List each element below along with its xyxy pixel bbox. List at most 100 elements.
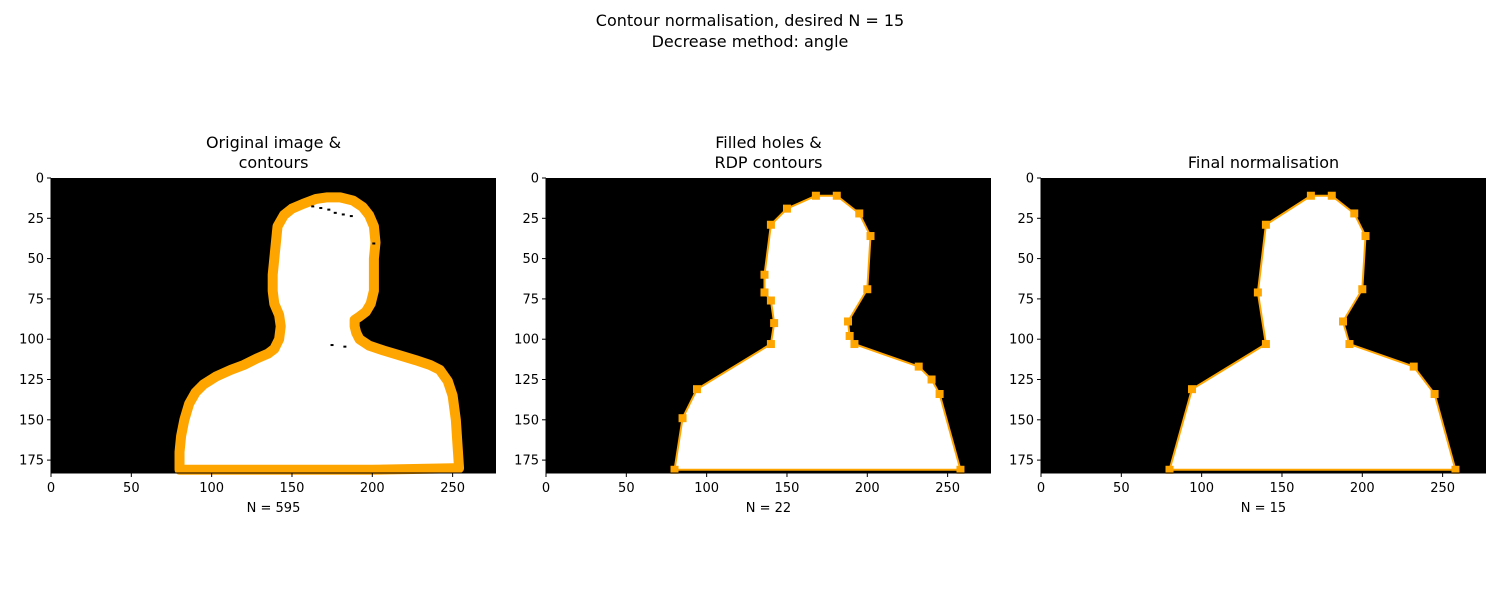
contour-point — [1339, 317, 1348, 326]
contour-point — [766, 296, 775, 305]
noise-speck — [343, 345, 347, 348]
x-tick-label: 150 — [1270, 481, 1295, 496]
y-tick-label: 150 — [1009, 413, 1034, 428]
contour-point — [866, 232, 875, 241]
contour-point — [927, 375, 936, 384]
x-axis-label: N = 15 — [1241, 501, 1286, 516]
y-tick-label: 0 — [36, 172, 44, 187]
noise-speck — [319, 207, 323, 210]
x-tick-label: 200 — [360, 481, 385, 496]
noise-speck — [333, 211, 337, 214]
contour-point — [760, 288, 769, 297]
contour-point — [935, 390, 944, 399]
x-tick-label: 50 — [618, 481, 635, 496]
x-tick-label: 50 — [1113, 481, 1130, 496]
x-tick-label: 250 — [1430, 481, 1455, 496]
contour-point — [1451, 465, 1460, 474]
contour-point — [760, 270, 769, 279]
figure-suptitle-line-1: Contour normalisation, desired N = 15 — [596, 11, 904, 30]
noise-speck — [327, 208, 331, 211]
contour-point — [1327, 191, 1336, 200]
contour-point — [811, 191, 820, 200]
contour-point — [766, 220, 775, 229]
contour-point — [1188, 385, 1197, 394]
y-tick-label: 125 — [19, 373, 44, 388]
contour-point — [956, 465, 965, 474]
panel-title-line: Final normalisation — [1188, 153, 1339, 172]
contour-point — [844, 317, 853, 326]
contour-point — [782, 204, 791, 213]
silhouette-shape — [674, 195, 961, 470]
silhouette-shape — [1169, 195, 1456, 470]
y-tick-label: 150 — [514, 413, 539, 428]
x-tick-label: 150 — [775, 481, 800, 496]
y-tick-label: 25 — [27, 212, 44, 227]
panel-title-line: Filled holes & — [715, 133, 822, 152]
contour-point — [670, 465, 679, 474]
y-tick-label: 75 — [27, 292, 44, 307]
noise-speck — [349, 215, 353, 218]
contour-point — [1358, 285, 1367, 294]
x-tick-label: 150 — [280, 481, 305, 496]
x-tick-label: 200 — [1350, 481, 1375, 496]
y-tick-label: 0 — [1026, 172, 1034, 187]
contour-point — [850, 340, 859, 349]
panel-original-contours: 0 50 100 150 200 250 0 25 50 75 100 125 150 175 Origin… — [19, 133, 496, 516]
y-tick-label: 100 — [19, 333, 44, 348]
x-tick-label: 100 — [1189, 481, 1214, 496]
contour-point — [1361, 232, 1370, 241]
x-tick-label: 250 — [935, 481, 960, 496]
contour-point — [1350, 209, 1359, 218]
noise-speck — [311, 205, 315, 208]
contour-point — [914, 362, 923, 371]
y-tick-label: 100 — [514, 333, 539, 348]
contour-point — [1261, 220, 1270, 229]
contour-point — [1261, 340, 1270, 349]
y-tick-label: 100 — [1009, 333, 1034, 348]
x-tick-label: 50 — [123, 481, 140, 496]
figure-suptitle-line-2: Decrease method: angle — [652, 32, 849, 51]
y-tick-label: 150 — [19, 413, 44, 428]
y-tick-label: 125 — [514, 373, 539, 388]
y-tick-label: 75 — [1017, 292, 1034, 307]
contour-point — [766, 340, 775, 349]
contour-point — [1430, 390, 1439, 399]
contour-line — [174, 192, 465, 475]
y-tick-label: 50 — [1017, 252, 1034, 267]
x-axis-label: N = 22 — [746, 501, 791, 516]
x-tick-label: 200 — [855, 481, 880, 496]
contour-point — [1345, 340, 1354, 349]
panel-final-normalisation: 0 50 100 150 200 250 0 25 50 75 100 125 150 175 Final … — [1009, 153, 1486, 516]
contour-point — [1306, 191, 1315, 200]
panel-title-line: RDP contours — [714, 153, 822, 172]
y-tick-label: 75 — [522, 292, 539, 307]
contour-point — [1165, 465, 1174, 474]
noise-speck — [330, 344, 334, 347]
contour-point — [678, 414, 687, 423]
contour-point — [1253, 288, 1262, 297]
y-tick-label: 175 — [1009, 454, 1034, 469]
x-tick-label: 0 — [542, 481, 550, 496]
x-tick-label: 100 — [694, 481, 719, 496]
noise-speck — [372, 242, 376, 245]
contour-point — [855, 209, 864, 218]
x-tick-label: 0 — [47, 481, 55, 496]
x-tick-label: 250 — [440, 481, 465, 496]
contour-point — [845, 331, 854, 340]
y-tick-label: 0 — [531, 172, 539, 187]
panel-rdp-contours: 0 50 100 150 200 250 0 25 50 75 100 125 150 175 Filled… — [514, 133, 991, 516]
x-axis-label: N = 595 — [247, 501, 301, 516]
contour-line — [1168, 194, 1457, 471]
panel-title-line: Original image & — [206, 133, 341, 152]
contour-point — [863, 285, 872, 294]
noise-speck — [341, 213, 345, 216]
x-tick-label: 0 — [1037, 481, 1045, 496]
y-tick-label: 25 — [1017, 212, 1034, 227]
contour-point — [832, 191, 841, 200]
contour-point — [1409, 362, 1418, 371]
y-tick-label: 25 — [522, 212, 539, 227]
contour-point — [770, 319, 779, 328]
y-tick-label: 50 — [27, 252, 44, 267]
x-tick-label: 100 — [199, 481, 224, 496]
